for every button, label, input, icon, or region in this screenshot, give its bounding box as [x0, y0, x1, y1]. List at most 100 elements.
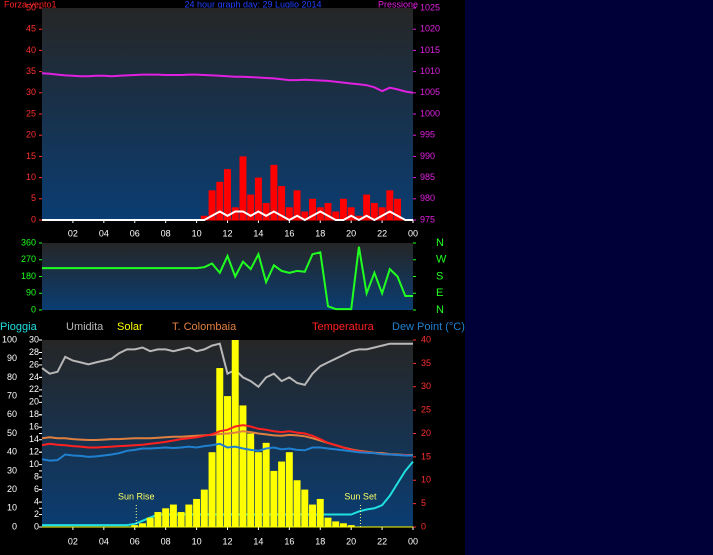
y2-tick-label: W [436, 254, 447, 266]
bar [316, 207, 324, 220]
x-tick-label: 12 [222, 536, 232, 546]
bar [239, 405, 247, 527]
y-tick-label: 10 [26, 172, 36, 182]
y-tick-label: 40 [26, 45, 36, 55]
side-panel [465, 0, 713, 555]
y3-tick-label: 24 [29, 372, 39, 382]
y3-tick-label: 30 [29, 334, 39, 344]
bar [386, 190, 394, 220]
bar [285, 207, 293, 220]
y3-tick-label: 4 [34, 496, 39, 506]
x-tick-label: 14 [253, 536, 263, 546]
x-tick-label: 10 [192, 536, 202, 546]
x-tick-label: 04 [99, 536, 109, 546]
bar [293, 480, 301, 527]
bar [154, 512, 162, 527]
y3-tick-label: 28 [29, 347, 39, 357]
bar [278, 186, 286, 220]
y2-tick-label: 25 [421, 405, 431, 415]
legend-label: Dew Point (°C) [392, 321, 465, 333]
bar [355, 215, 363, 220]
y-tick-label: 20 [26, 130, 36, 140]
series-line [42, 210, 413, 222]
y2-tick-label: S [436, 270, 443, 282]
y3-tick-label: 16 [29, 422, 39, 432]
x-tick-label: 04 [99, 228, 109, 238]
y2-tick-label: 1010 [420, 66, 440, 76]
bar [247, 194, 255, 220]
x-tick-label: 06 [130, 536, 140, 546]
bar [301, 489, 309, 527]
y-tick-label: 0 [31, 214, 36, 224]
y-tick-label: 20 [7, 484, 17, 494]
bar [224, 396, 231, 527]
bar [208, 452, 216, 527]
y2-tick-label: 10 [421, 475, 431, 485]
y3-tick-label: 18 [29, 409, 39, 419]
legend-label: Temperatura [312, 321, 375, 333]
y3-tick-label: 8 [34, 472, 39, 482]
y-tick-label: 30 [26, 87, 36, 97]
bar [185, 504, 193, 527]
y2-axis-label: Pressione [378, 0, 418, 9]
y3-tick-label: 2 [34, 509, 39, 519]
y-tick-label: 90 [26, 288, 36, 298]
y-tick-label: 45 [26, 24, 36, 34]
bar [339, 198, 347, 220]
bar [216, 181, 224, 220]
bar [224, 169, 231, 220]
y2-tick-label: 30 [421, 381, 431, 391]
series-line [41, 342, 413, 389]
bar [200, 215, 208, 220]
bar [239, 156, 247, 220]
chart-title: 24 hour graph day: 29 Luglio 2014 [184, 0, 321, 9]
y3-tick-label: 20 [29, 397, 39, 407]
y-tick-label: 30 [7, 465, 17, 475]
y-tick-label: 35 [26, 66, 36, 76]
annotation-label: Sun Set [344, 491, 377, 501]
bar [316, 498, 324, 527]
x-tick-label: 02 [68, 536, 78, 546]
y-tick-label: 50 [7, 428, 17, 438]
y-tick-label: 25 [26, 108, 36, 118]
x-tick-label: 20 [346, 228, 356, 238]
x-tick-label: 18 [315, 228, 325, 238]
legend-label: Umidita [66, 321, 104, 333]
y3-tick-label: 12 [29, 447, 39, 457]
y2-tick-label: N [436, 237, 444, 249]
annotation-label: Sun Rise [118, 491, 155, 501]
bar [254, 452, 262, 527]
bar [247, 433, 255, 527]
y2-tick-label: 980 [420, 193, 435, 203]
bar [293, 190, 301, 220]
y-tick-label: 100 [2, 334, 17, 344]
bar [278, 461, 286, 527]
y2-tick-label: 975 [420, 214, 435, 224]
y-tick-label: 360 [21, 237, 36, 247]
y3-tick-label: 26 [29, 359, 39, 369]
y2-tick-label: 1005 [420, 87, 440, 97]
y2-tick-label: 40 [421, 334, 431, 344]
bar [285, 452, 293, 527]
y-tick-label: 5 [31, 193, 36, 203]
y-tick-label: 270 [21, 254, 36, 264]
bar [347, 207, 355, 220]
bar [177, 512, 185, 527]
y3-tick-label: 22 [29, 384, 39, 394]
x-tick-label: 00 [408, 536, 418, 546]
y-tick-label: 180 [21, 271, 36, 281]
y2-tick-label: 1025 [420, 2, 440, 12]
bar [262, 442, 270, 527]
x-tick-label: 06 [130, 228, 140, 238]
bar [332, 521, 340, 527]
series-line [41, 424, 414, 457]
x-tick-label: 20 [346, 536, 356, 546]
bar [262, 203, 270, 220]
x-tick-label: 22 [377, 228, 387, 238]
bar [309, 504, 316, 527]
y3-tick-label: 0 [34, 521, 39, 531]
y2-tick-label: 1000 [420, 108, 440, 118]
y2-tick-label: 1020 [420, 24, 440, 34]
y2-tick-label: 5 [421, 498, 426, 508]
